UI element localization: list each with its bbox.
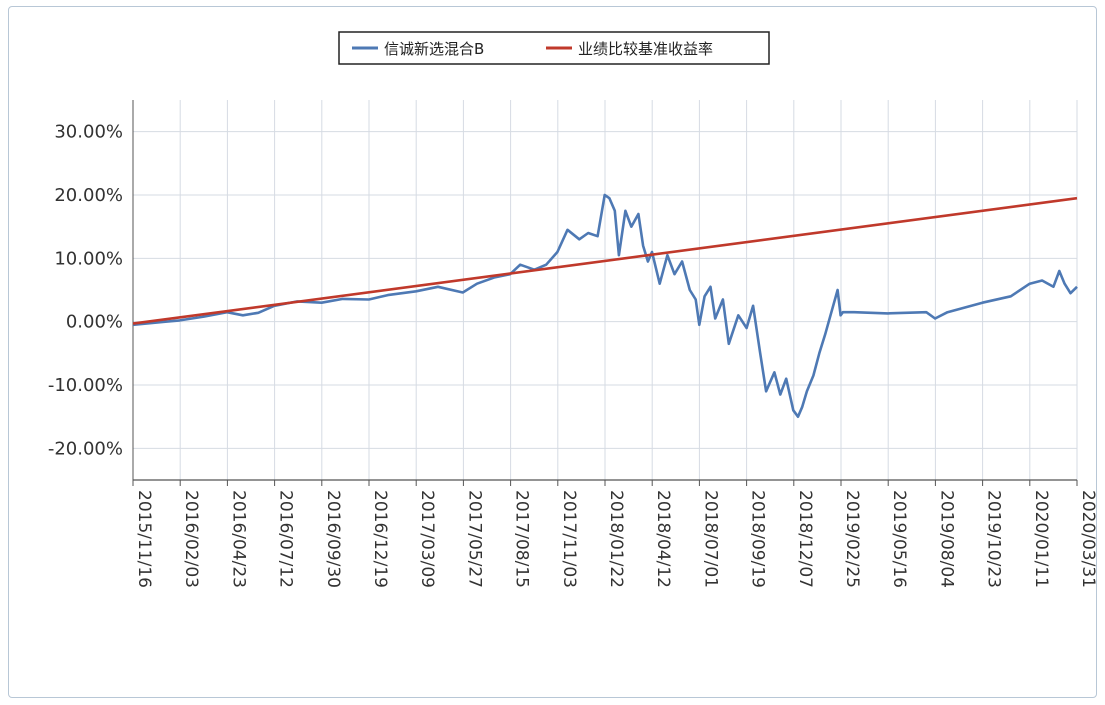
x-tick-label: 2019/10/23	[984, 490, 1004, 588]
y-tick-label: 20.00%	[54, 185, 123, 206]
y-tick-labels: -20.00% -10.00% 0.00% 10.00% 20.00% 30.00%	[48, 122, 123, 460]
chart-frame	[8, 6, 1097, 698]
y-tick-label: -20.00%	[48, 438, 123, 459]
x-tick-label: 2016/04/23	[228, 490, 248, 588]
x-tick-label: 2018/01/22	[606, 490, 626, 588]
legend-label-benchmark: 业绩比较基准收益率	[578, 40, 713, 58]
legend[interactable]: 信诚新选混合B 业绩比较基准收益率	[338, 31, 770, 65]
x-tick-label: 2018/04/12	[653, 490, 673, 588]
series-line-fund	[132, 193, 1078, 419]
x-tick-label: 2016/09/30	[323, 490, 343, 588]
legend-box	[338, 31, 770, 65]
x-tick-label: 2019/02/25	[842, 490, 862, 588]
x-tick-label: 2017/11/03	[559, 490, 579, 588]
y-tick-label: 10.00%	[54, 248, 123, 269]
series-line-benchmark	[132, 196, 1078, 325]
x-tick-label: 2020/01/11	[1031, 490, 1051, 588]
x-tick-label: 2016/12/19	[370, 490, 390, 588]
x-tick-label: 2017/08/15	[512, 490, 532, 588]
x-tick-label: 2015/11/16	[134, 490, 154, 588]
axes	[132, 100, 1078, 486]
y-tick-label: 30.00%	[54, 122, 123, 143]
series-lines	[132, 193, 1078, 419]
x-tick-label: 2018/09/19	[748, 490, 768, 588]
legend-label-fund: 信诚新选混合B	[384, 40, 484, 58]
grid	[132, 100, 1078, 480]
x-tick-label: 2019/08/04	[936, 490, 956, 588]
x-tick-label: 2017/05/27	[464, 490, 484, 588]
x-tick-labels: 2015/11/16 2016/02/03 2016/04/23 2016/07/12…	[134, 490, 1098, 588]
x-tick-label: 2019/05/16	[889, 490, 909, 588]
y-tick-label: -10.00%	[48, 375, 123, 396]
x-tick-label: 2017/03/09	[417, 490, 437, 588]
x-tick-label: 2018/12/07	[795, 490, 815, 588]
y-tick-label: 0.00%	[66, 312, 123, 333]
x-tick-label: 2016/07/12	[276, 490, 296, 588]
x-tick-label: 2018/07/01	[700, 490, 720, 588]
x-tick-label: 2016/02/03	[181, 490, 201, 588]
x-tick-label: 2020/03/31	[1078, 490, 1098, 588]
